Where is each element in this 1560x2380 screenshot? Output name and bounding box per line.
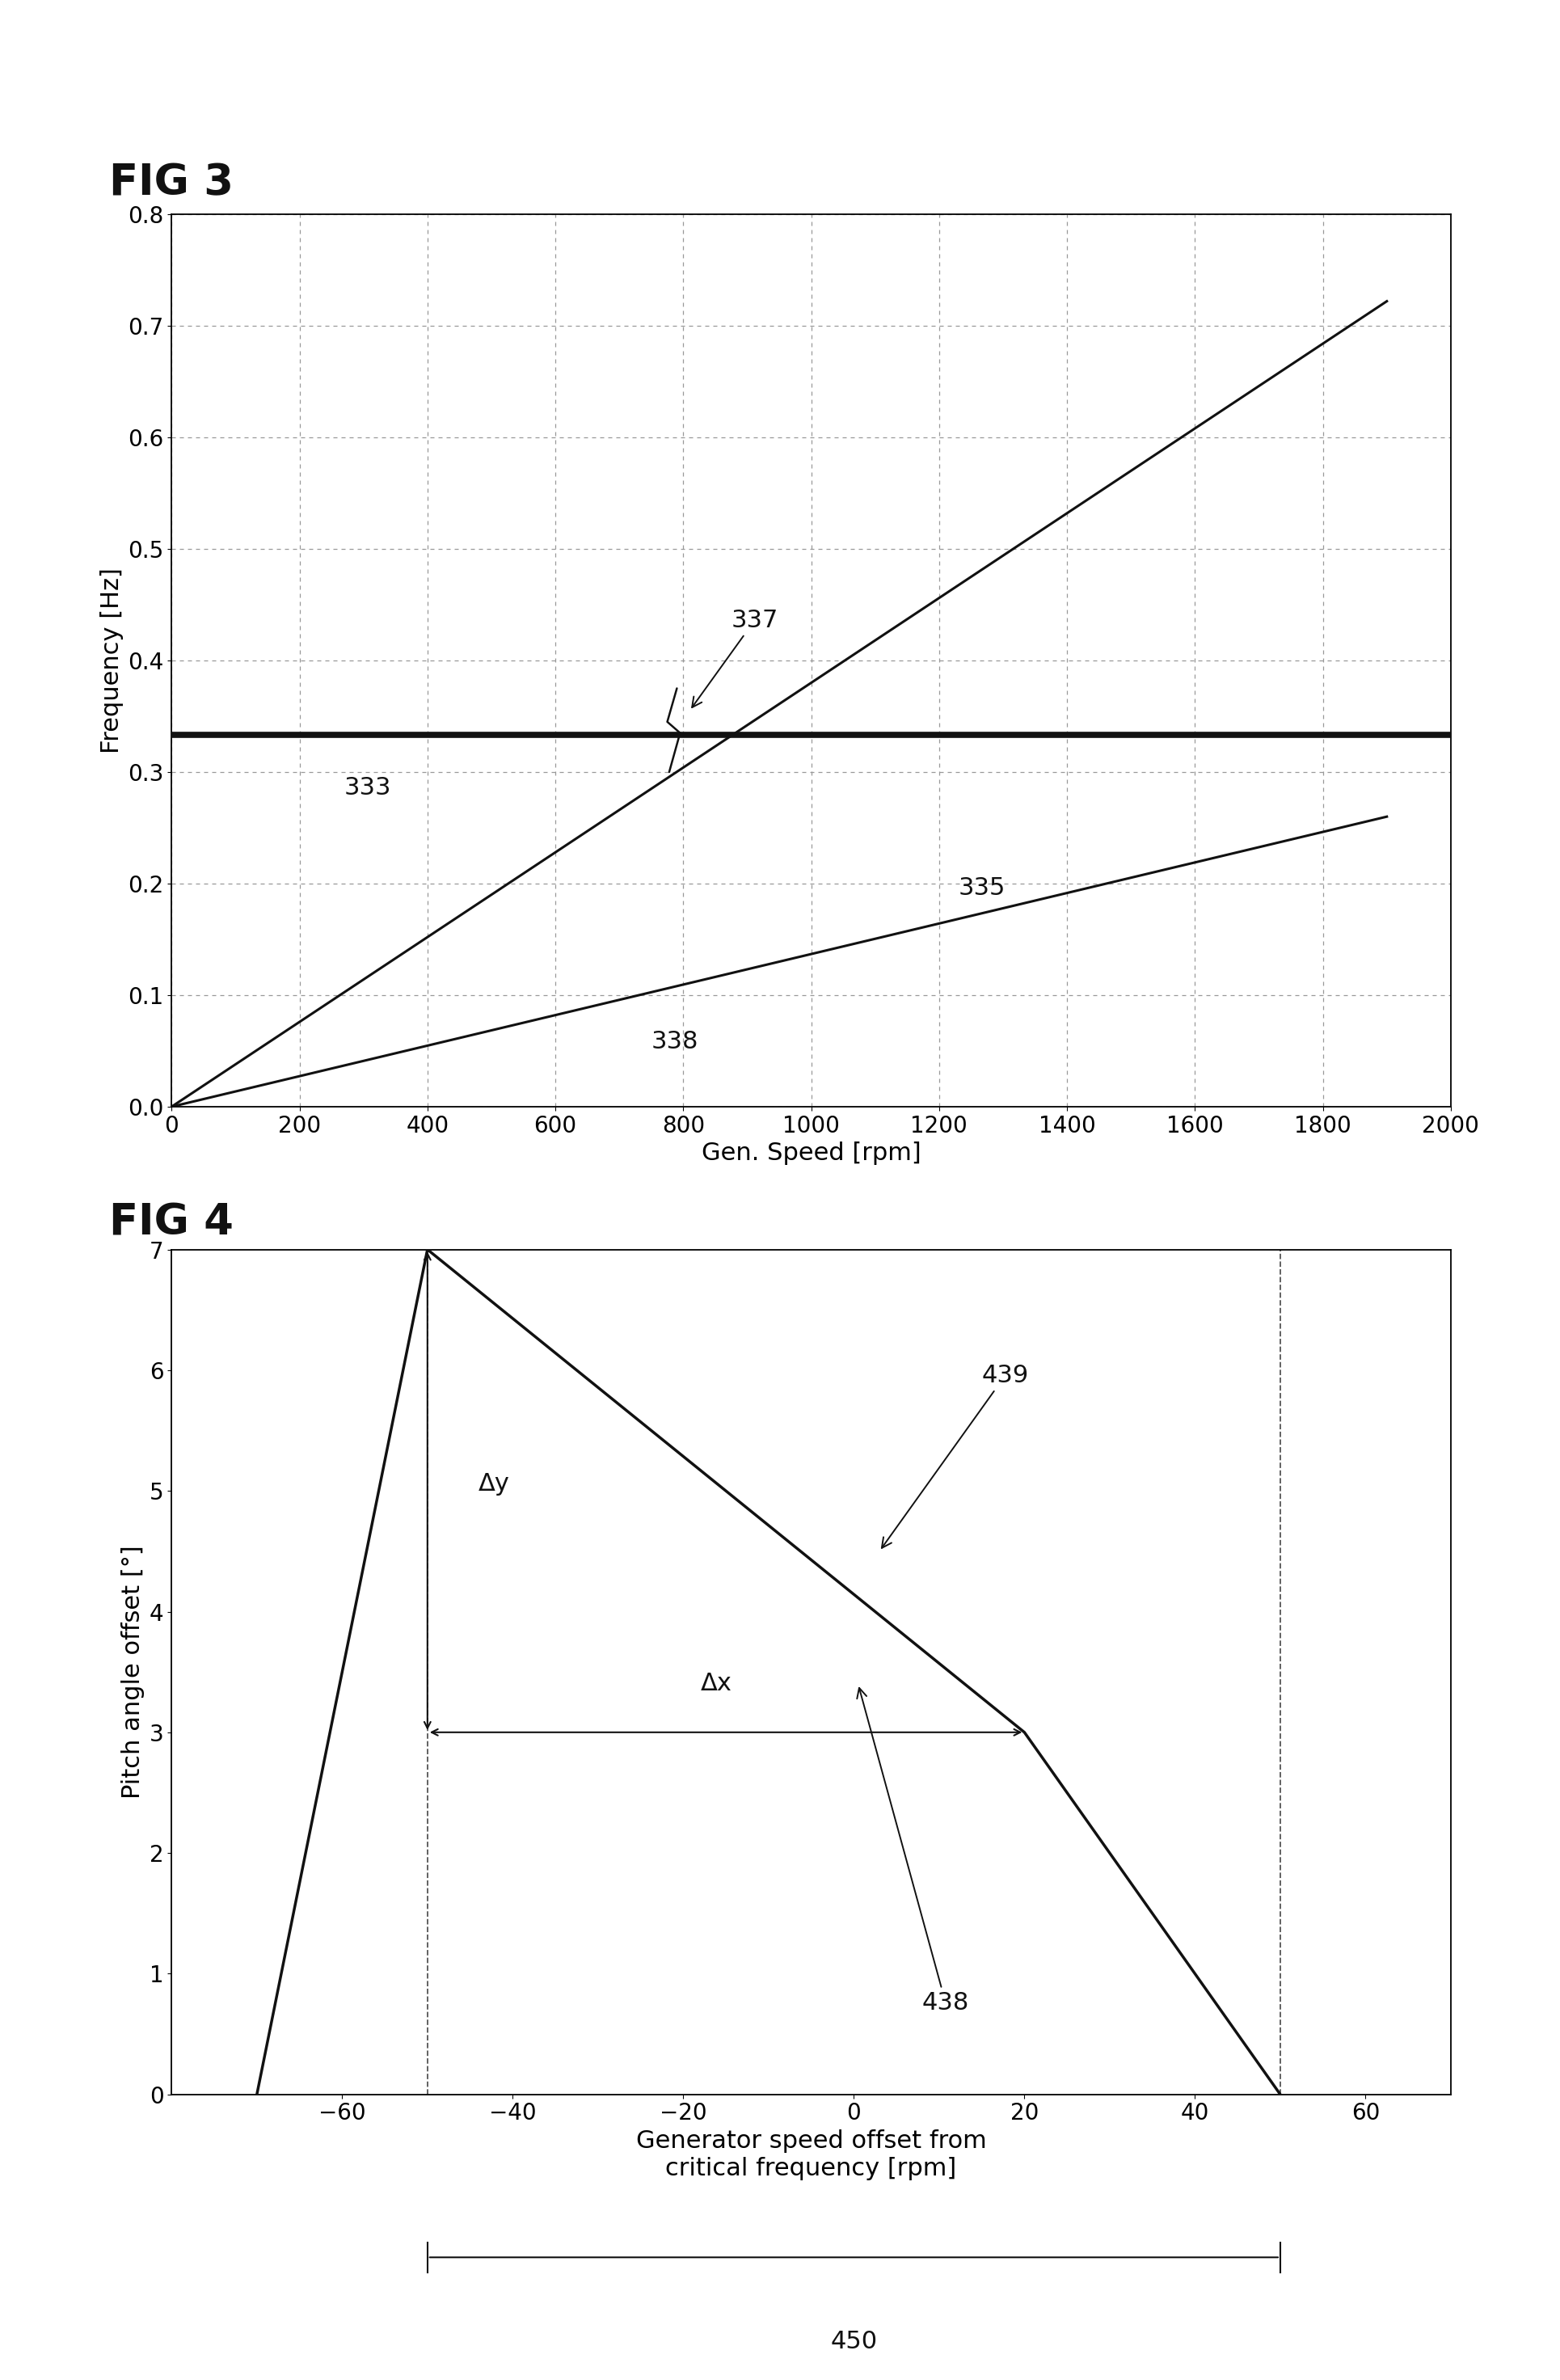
Y-axis label: Pitch angle offset [°]: Pitch angle offset [°] [122, 1545, 145, 1799]
Text: 335: 335 [958, 876, 1006, 900]
Y-axis label: Frequency [Hz]: Frequency [Hz] [100, 566, 123, 754]
Text: 450: 450 [830, 2330, 877, 2354]
Text: Δy: Δy [479, 1473, 510, 1495]
X-axis label: Gen. Speed [rpm]: Gen. Speed [rpm] [702, 1142, 920, 1166]
Text: 338: 338 [652, 1031, 699, 1054]
Text: 438: 438 [856, 1687, 969, 2016]
Text: 337: 337 [693, 609, 778, 707]
X-axis label: Generator speed offset from
critical frequency [rpm]: Generator speed offset from critical fre… [636, 2130, 986, 2180]
Text: 333: 333 [345, 776, 392, 800]
Text: 439: 439 [881, 1364, 1030, 1547]
Text: Δx: Δx [700, 1671, 732, 1695]
Text: FIG 4: FIG 4 [109, 1202, 234, 1245]
Text: FIG 3: FIG 3 [109, 162, 234, 205]
